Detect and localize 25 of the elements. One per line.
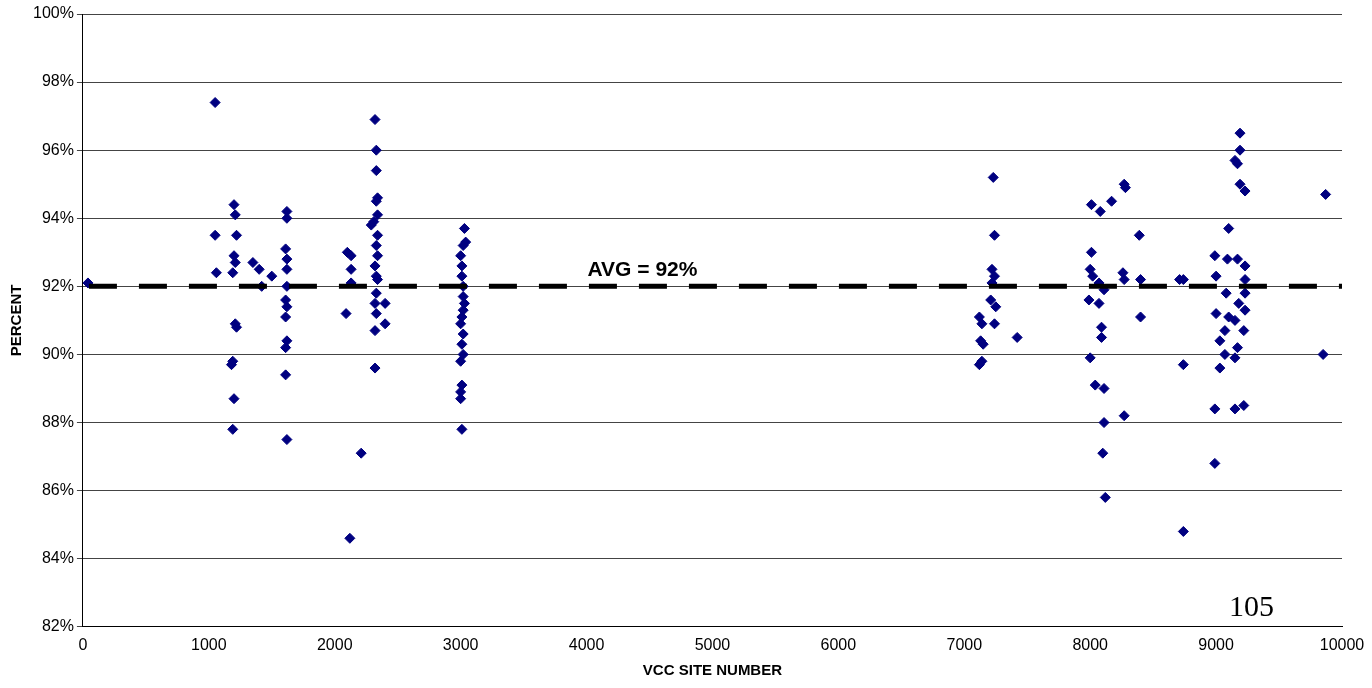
x-tick-label: 1000: [191, 635, 227, 653]
x-tick-label: 9000: [1198, 635, 1234, 653]
y-axis-title: PERCENT: [7, 284, 25, 357]
y-tick-label: 84%: [41, 549, 74, 567]
x-axis-title: VCC SITE NUMBER: [642, 661, 783, 679]
x-tick-label: 0: [78, 635, 88, 653]
x-tick-label: 3000: [442, 635, 479, 653]
x-tick-label: 8000: [1072, 635, 1109, 653]
y-tick-label: 96%: [41, 140, 74, 158]
x-tick-label: 10000: [1319, 635, 1365, 653]
annotation: 105: [1229, 588, 1274, 622]
x-tick-label: 6000: [820, 635, 857, 653]
y-tick-label: 94%: [41, 208, 74, 226]
x-tick-label: 7000: [946, 635, 983, 653]
ref-line-label: AVG = 92%: [587, 256, 698, 280]
y-tick-label: 86%: [41, 481, 74, 499]
x-tick-label: 4000: [568, 635, 605, 653]
y-tick-label: 88%: [41, 412, 74, 430]
y-tick-label: 82%: [41, 617, 74, 635]
y-tick-label: 100%: [33, 4, 74, 22]
x-tick-label: 5000: [694, 635, 731, 653]
x-tick-label: 2000: [316, 635, 353, 653]
y-tick-label: 92%: [41, 276, 74, 294]
y-tick-label: 98%: [41, 72, 74, 90]
y-tick-label: 90%: [41, 344, 74, 362]
